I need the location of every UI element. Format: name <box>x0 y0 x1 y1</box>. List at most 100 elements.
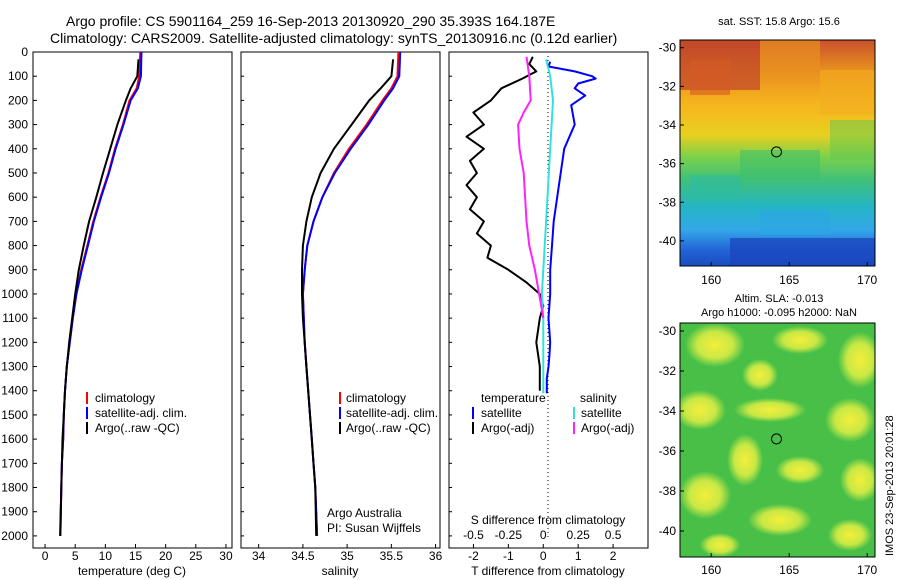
y-tick-label: -30 <box>659 324 677 338</box>
x-tick-label: 30 <box>219 549 233 563</box>
sst-field-texture <box>680 40 875 266</box>
y-tick-label: 1900 <box>1 505 28 519</box>
y-tick-label: 2000 <box>1 529 28 543</box>
series-temperature-argo-adj <box>465 56 545 391</box>
y-tick-label: 1800 <box>1 481 28 495</box>
x-tick-label: 2 <box>610 549 617 563</box>
y-tick-label: 700 <box>8 214 28 228</box>
series-temperature-satellite <box>545 61 597 394</box>
sla-map: Altim. SLA: -0.013 Argo h1000: -0.095 h2… <box>659 293 878 577</box>
y-tick-label: -32 <box>659 79 677 93</box>
difference-panel: -2 -1 0 1 2 -0.5 -0.25 0 0.25 0.5 temperature sa… <box>448 51 649 578</box>
salinity-legend: climatology satellite-adj. clim. Argo(..… <box>339 391 438 435</box>
legend-climatology-label: climatology <box>346 391 406 405</box>
y-tick-label: -34 <box>659 118 677 132</box>
x-tick-label: 160 <box>701 273 721 287</box>
argo-location-marker <box>771 146 782 158</box>
y-tick-label: -40 <box>659 524 677 538</box>
difference-legend-salinity: salinity satellite Argo(-adj) <box>573 391 634 435</box>
y-tick-label: 300 <box>8 118 28 132</box>
y-tick-label: -34 <box>659 404 677 418</box>
annotation-argo-australia: Argo Australia <box>327 506 402 520</box>
x-tick-label: 170 <box>857 563 877 577</box>
series-satellite-adj-clim <box>59 51 143 536</box>
s-tick-label: 0.5 <box>605 528 622 542</box>
y-tick-label: 1600 <box>1 432 28 446</box>
x-tick-label: 0 <box>42 549 49 563</box>
salinity-xlabel: salinity <box>322 564 359 578</box>
x-tick-label: 25 <box>189 549 203 563</box>
x-tick-label: 0 <box>540 549 547 563</box>
y-tick-label: 1500 <box>1 408 28 422</box>
sla-map-title-1: Altim. SLA: -0.013 <box>735 293 824 305</box>
y-tick-label: 800 <box>8 239 28 253</box>
y-tick-label: -36 <box>659 157 677 171</box>
x-tick-label: -2 <box>468 549 479 563</box>
series-argo-raw-qc <box>301 59 395 536</box>
difference-legend-temperature: temperature satellite Argo(-adj) <box>472 391 546 435</box>
x-tick-label: 10 <box>99 549 113 563</box>
temperature-panel: 0100200300400500600700800900100011001200… <box>1 45 233 578</box>
legend-s-argo-label: Argo(-adj) <box>581 421 634 435</box>
sst-map-title: sat. SST: 15.8 Argo: 15.6 <box>718 16 840 28</box>
sla-map-title-2: Argo h1000: -0.095 h2000: NaN <box>701 307 857 319</box>
sla-field-texture <box>680 323 875 557</box>
x-tick-label: -1 <box>503 549 514 563</box>
header-line-1: Argo profile: CS 5901164_259 16-Sep-2013… <box>66 13 555 29</box>
legend-argo-label: Argo(..raw -QC) <box>95 421 180 435</box>
x-tick-label: 165 <box>779 563 799 577</box>
y-tick-label: 1700 <box>1 456 28 470</box>
sla-map-frame <box>679 322 876 558</box>
sst-map: sat. SST: 15.8 Argo: 15.6 160 165 170 -30 -… <box>659 16 878 287</box>
x-tick-label: 5 <box>72 549 79 563</box>
series-salinity-argo-adj <box>517 56 545 319</box>
temperature-panel-frame <box>32 51 233 549</box>
y-tick-label: -38 <box>659 195 677 209</box>
s-tick-label: 0.25 <box>566 528 590 542</box>
y-tick-label: 200 <box>8 93 28 107</box>
legend-argo-label: Argo(..raw -QC) <box>346 421 431 435</box>
x-tick-label: 35.5 <box>380 549 404 563</box>
x-tick-label: 1 <box>575 549 582 563</box>
legend-t-satellite-label: satellite <box>481 406 522 420</box>
legend-temperature-title: temperature <box>481 391 546 405</box>
y-tick-label: 100 <box>8 69 28 83</box>
y-tick-label: -40 <box>659 234 677 248</box>
series-climatology <box>59 51 142 536</box>
y-tick-label: 1200 <box>1 335 28 349</box>
salinity-panel-frame <box>240 51 441 549</box>
temperature-legend: climatology satellite-adj. clim. Argo(..… <box>86 391 187 435</box>
x-tick-label: 36 <box>429 549 443 563</box>
sst-map-frame <box>679 39 876 267</box>
x-tick-label: 34 <box>252 549 266 563</box>
s-tick-label: -0.25 <box>495 528 523 542</box>
x-tick-label: 20 <box>159 549 173 563</box>
y-tick-label: 1000 <box>1 287 28 301</box>
argo-location-marker <box>771 433 782 445</box>
legend-s-satellite-label: satellite <box>581 406 622 420</box>
y-tick-label: 600 <box>8 190 28 204</box>
y-tick-label: 1300 <box>1 360 28 374</box>
difference-xlabel-top: S difference from climatology <box>471 513 626 527</box>
y-tick-label: 400 <box>8 142 28 156</box>
y-tick-label: 900 <box>8 263 28 277</box>
legend-satellite-label: satellite-adj. clim. <box>95 406 187 420</box>
y-tick-label: -36 <box>659 444 677 458</box>
y-tick-label: 1100 <box>2 311 28 325</box>
x-tick-label: 35 <box>340 549 354 563</box>
x-tick-label: 34.5 <box>291 549 315 563</box>
y-tick-label: 1400 <box>1 384 28 398</box>
imos-timestamp: IMOS 23-Sep-2013 20:01:28 <box>884 415 896 556</box>
series-argo-raw-qc <box>59 59 140 536</box>
s-tick-label: 0 <box>540 528 547 542</box>
header-line-2: Climatology: CARS2009. Satellite-adjuste… <box>50 30 617 46</box>
series-salinity-satellite <box>540 59 554 394</box>
x-tick-label: 15 <box>129 549 143 563</box>
difference-panel-frame <box>448 51 649 549</box>
y-tick-label: -32 <box>659 364 677 378</box>
temperature-xlabel: temperature (deg C) <box>78 564 186 578</box>
annotation-pi: PI: Susan Wijffels <box>327 521 421 535</box>
y-tick-label: 0 <box>21 45 28 59</box>
salinity-panel: 34 34.5 35 35.5 36 climatology satellite-adj… <box>240 51 443 578</box>
